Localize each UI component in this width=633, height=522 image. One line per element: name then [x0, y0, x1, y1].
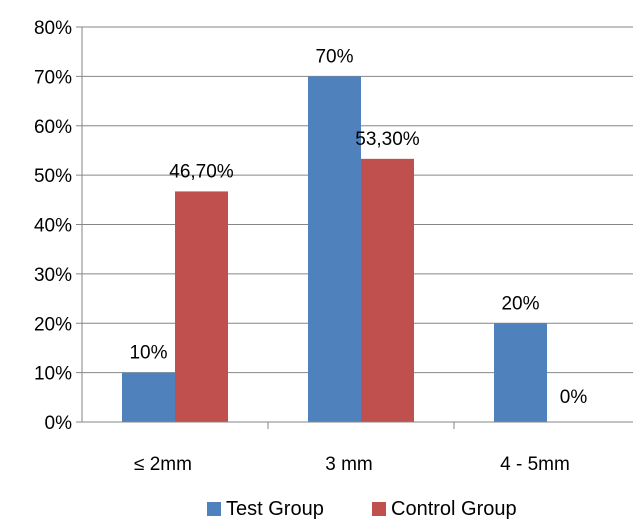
x-tick-label: ≤ 2mm: [134, 454, 192, 475]
bar: [122, 372, 175, 422]
y-tick-label: 80%: [34, 18, 72, 39]
legend-swatch: [372, 502, 386, 516]
data-label: 10%: [129, 343, 167, 364]
data-labels: 10% 70% 20% 46,70% 53,30% 0%: [129, 46, 587, 408]
data-label: 70%: [315, 46, 353, 67]
axes: [76, 26, 633, 429]
bar: [308, 76, 361, 422]
data-label: 0%: [560, 387, 588, 408]
y-tick-label: 30%: [34, 265, 72, 286]
y-tick-label: 70%: [34, 67, 72, 88]
legend-label: Test Group: [226, 498, 324, 520]
legend-swatch: [207, 502, 221, 516]
x-tick-label: 4 - 5mm: [500, 454, 570, 475]
bar: [175, 191, 228, 422]
x-tick-label: 3 mm: [325, 454, 373, 475]
data-label: 53,30%: [355, 129, 420, 150]
y-tick-label: 10%: [34, 364, 72, 385]
y-tick-label: 60%: [34, 117, 72, 138]
y-tick-labels: 0% 10% 20% 30% 40% 50% 60% 70% 80%: [34, 18, 72, 434]
legend: Test Group Control Group: [207, 498, 517, 520]
y-tick-label: 50%: [34, 166, 72, 187]
bar: [361, 158, 414, 423]
bars: [122, 76, 547, 423]
x-tick-labels: ≤ 2mm 3 mm 4 - 5mm: [134, 454, 570, 475]
y-tick-label: 40%: [34, 216, 72, 237]
legend-label: Control Group: [391, 498, 517, 520]
y-tick-label: 20%: [34, 314, 72, 335]
bar: [494, 323, 547, 422]
data-label: 20%: [501, 293, 539, 314]
y-tick-label: 0%: [45, 413, 73, 434]
data-label: 46,70%: [169, 161, 234, 182]
